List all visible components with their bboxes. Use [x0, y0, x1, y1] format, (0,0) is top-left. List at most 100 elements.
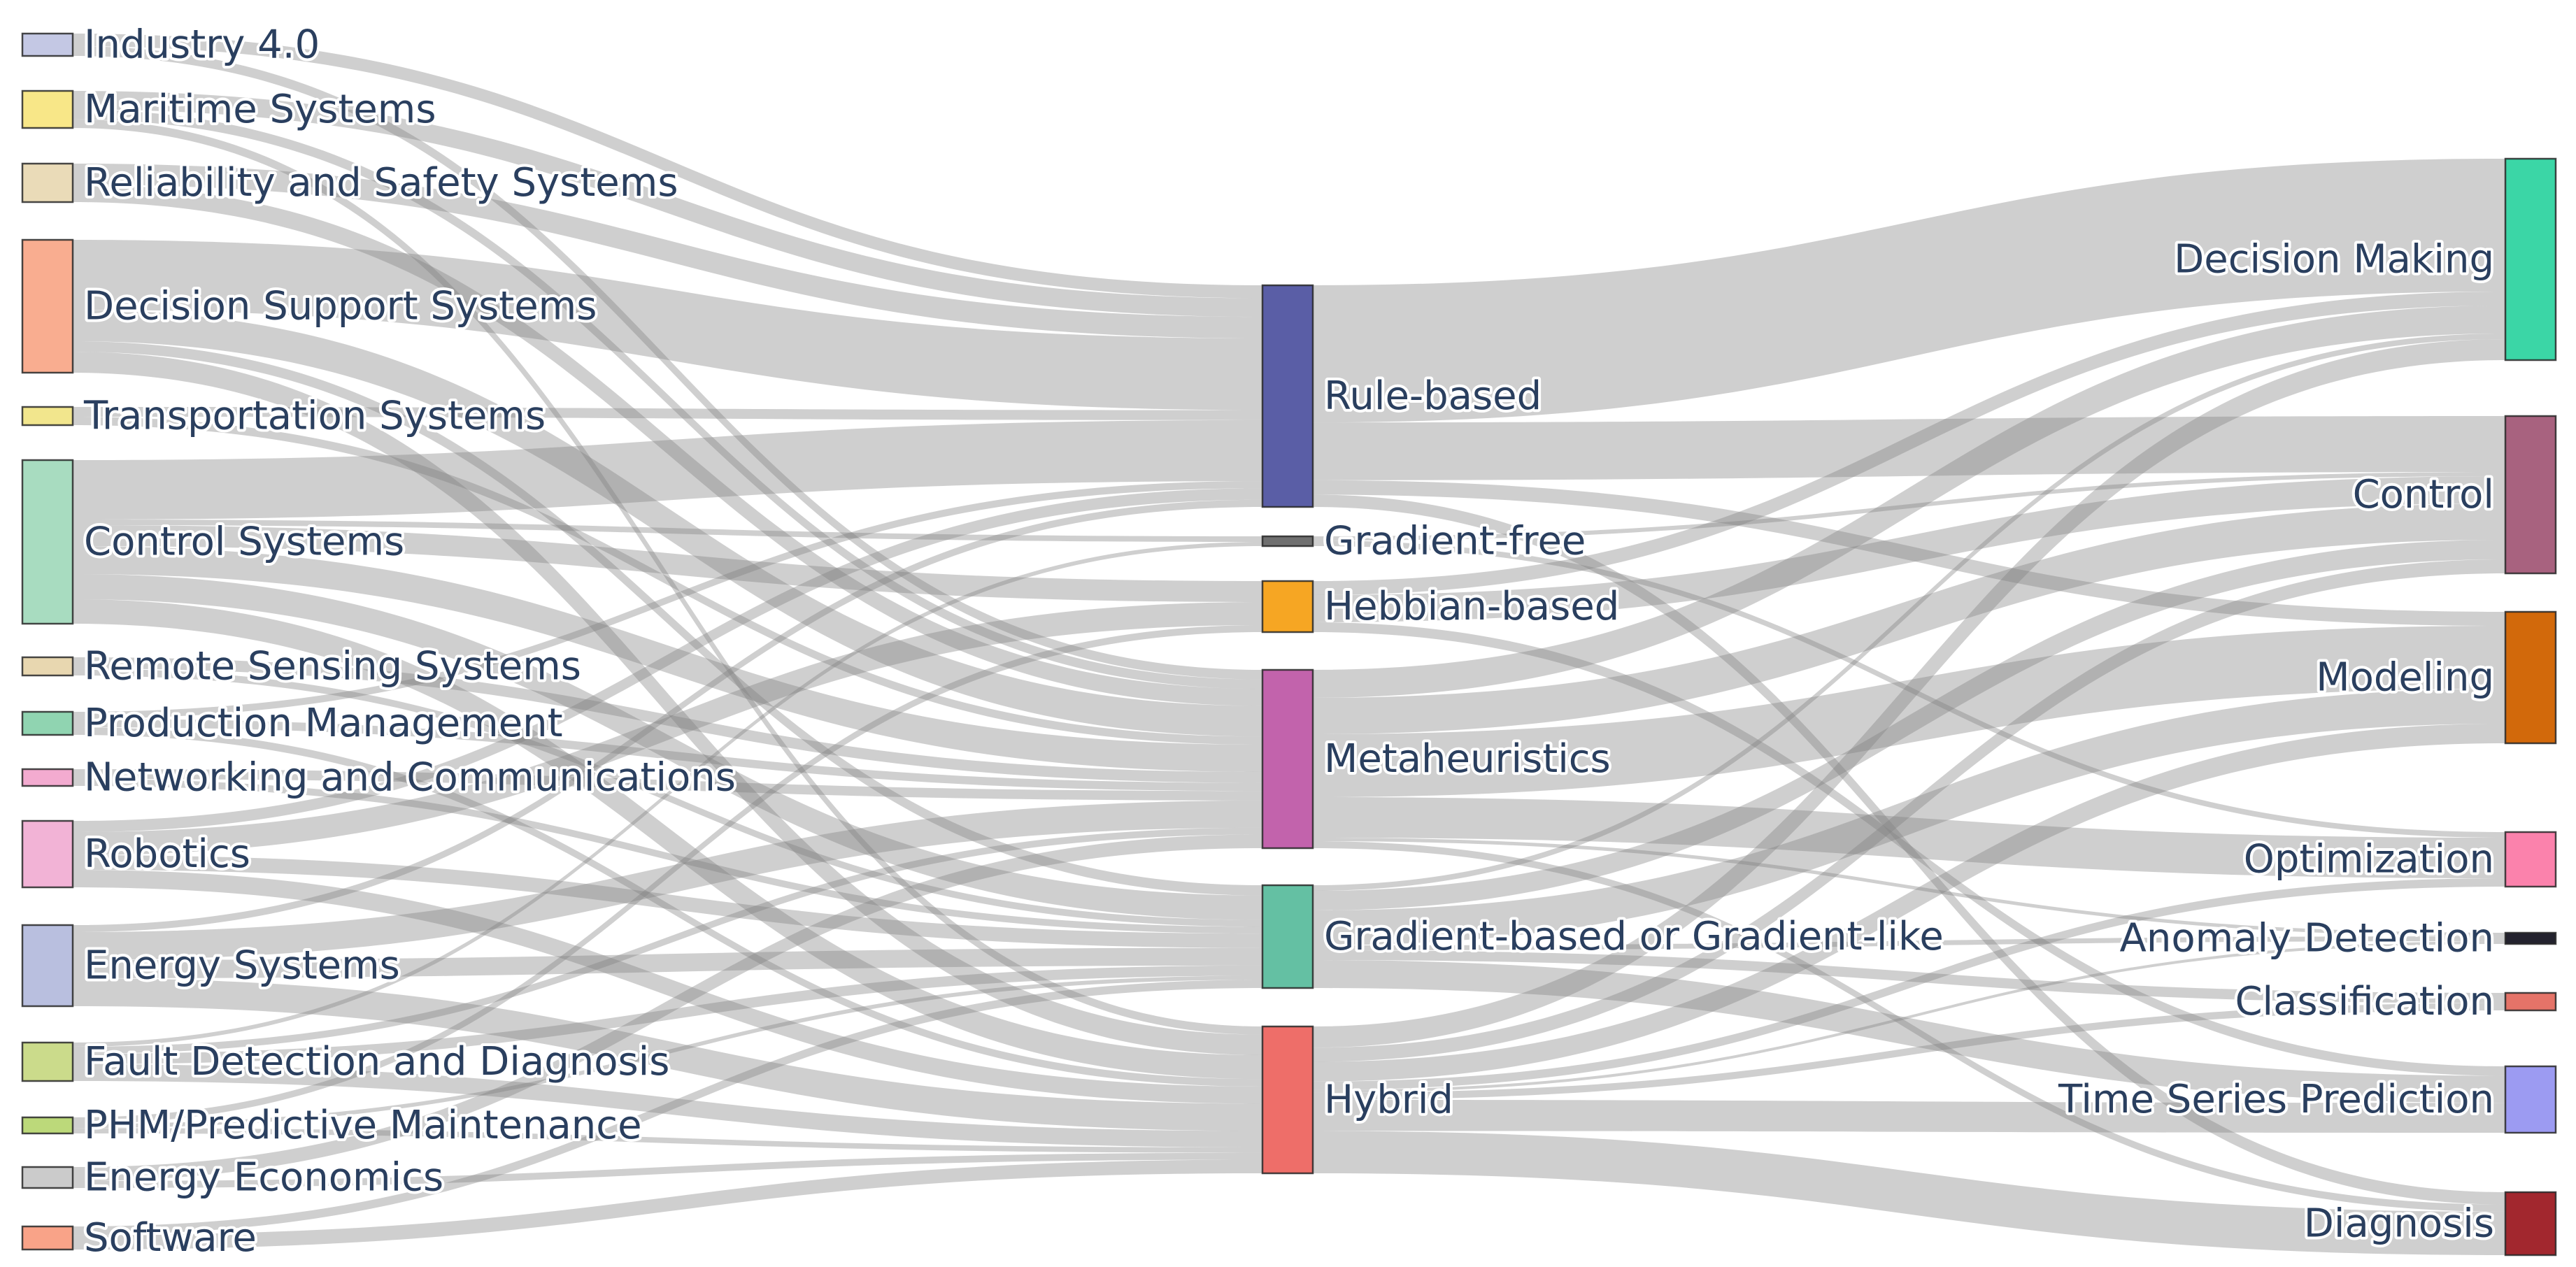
sankey-link-control_sys-hybrid[interactable] — [73, 599, 1262, 1080]
sankey-link-dss-metaheuristics[interactable] — [73, 310, 1262, 737]
sankey-link-gradient_based-anomaly[interactable] — [1313, 936, 2505, 950]
sankey-node-hebbian[interactable] — [1261, 580, 1314, 634]
sankey-node-remote_sensing[interactable] — [21, 656, 74, 677]
sankey-link-industry40-metaheuristics[interactable] — [73, 46, 1262, 680]
sankey-link-transportation-rule_based[interactable] — [73, 407, 1262, 420]
sankey-node-hybrid[interactable] — [1261, 1025, 1314, 1175]
sankey-link-industry40-rule_based[interactable] — [73, 34, 1262, 299]
sankey-link-maritime-metaheuristics[interactable] — [73, 109, 1262, 689]
sankey-node-robotics[interactable] — [21, 819, 74, 889]
sankey-link-robotics-hybrid[interactable] — [73, 870, 1262, 1104]
sankey-link-hybrid-control_task[interactable] — [1313, 559, 2505, 1062]
sankey-link-rule_based-diagnosis[interactable] — [1313, 494, 2505, 1205]
sankey-link-hybrid-anomaly[interactable] — [1313, 941, 2505, 1093]
sankey-link-rule_based-control_task[interactable] — [1313, 416, 2505, 480]
sankey-node-control_sys[interactable] — [21, 459, 74, 625]
sankey-link-rule_based-decision_making[interactable] — [1313, 159, 2505, 423]
sankey-link-reliability-rule_based[interactable] — [73, 164, 1262, 338]
sankey-link-energy_systems-rule_based[interactable] — [73, 499, 1262, 932]
sankey-node-industry40[interactable] — [21, 32, 74, 57]
sankey-link-maritime-hybrid[interactable] — [73, 119, 1262, 1035]
sankey-node-gradient_free[interactable] — [1261, 535, 1314, 547]
sankey-link-energy_systems-gradient_based[interactable] — [73, 947, 1262, 978]
sankey-node-phm[interactable] — [21, 1116, 74, 1135]
sankey-node-networking[interactable] — [21, 768, 74, 787]
sankey-link-dss-gradient_based[interactable] — [73, 341, 1262, 896]
sankey-link-fault_detection-gradient_based[interactable] — [73, 965, 1262, 1064]
sankey-node-maritime[interactable] — [21, 90, 74, 129]
sankey-link-hebbian-decision_making[interactable] — [1313, 292, 2505, 595]
sankey-node-software[interactable] — [21, 1225, 74, 1251]
sankey-link-hybrid-optimization[interactable] — [1313, 878, 2505, 1090]
sankey-link-energy_econ-metaheuristics[interactable] — [73, 834, 1262, 1181]
sankey-node-tsp[interactable] — [2504, 1065, 2557, 1134]
sankey-node-production[interactable] — [21, 710, 74, 736]
sankey-link-remote_sensing-gradient_based[interactable] — [73, 668, 1262, 927]
sankey-link-gradient_free-control_task[interactable] — [1313, 472, 2505, 541]
sankey-node-decision_making[interactable] — [2504, 157, 2557, 362]
sankey-link-energy_econ-hybrid[interactable] — [73, 1152, 1262, 1188]
sankey-link-gradient_based-modeling[interactable] — [1313, 689, 2505, 945]
sankey-link-fault_detection-metaheuristics[interactable] — [73, 827, 1262, 1054]
sankey-node-fault_detection[interactable] — [21, 1041, 74, 1082]
sankey-node-classification[interactable] — [2504, 992, 2557, 1012]
sankey-link-metaheuristics-modeling[interactable] — [1313, 626, 2505, 797]
sankey-node-control_task[interactable] — [2504, 415, 2557, 575]
sankey-node-optimization[interactable] — [2504, 831, 2557, 888]
sankey-link-metaheuristics-diagnosis[interactable] — [1313, 841, 2505, 1212]
sankey-link-transportation-metaheuristics[interactable] — [73, 417, 1262, 745]
sankey-link-control_sys-gradient_free[interactable] — [73, 520, 1262, 542]
sankey-link-phm-hebbian[interactable] — [73, 625, 1262, 1124]
sankey-node-dss[interactable] — [21, 238, 74, 374]
sankey-node-transportation[interactable] — [21, 406, 74, 427]
sankey-link-fault_detection-hybrid[interactable] — [73, 1064, 1262, 1147]
sankey-link-dss-hybrid[interactable] — [73, 352, 1262, 1056]
sankey-link-robotics-hebbian[interactable] — [73, 602, 1262, 855]
sankey-link-hybrid-diagnosis[interactable] — [1313, 1131, 2505, 1255]
sankey-link-control_sys-gradient_based[interactable] — [73, 574, 1262, 920]
sankey-node-anomaly[interactable] — [2504, 931, 2557, 945]
sankey-link-hebbian-tsp[interactable] — [1313, 622, 2505, 1076]
sankey-link-hybrid-tsp[interactable] — [1313, 1100, 2505, 1133]
sankey-link-gradient_based-control_task[interactable] — [1313, 540, 2505, 910]
sankey-link-hybrid-modeling[interactable] — [1313, 724, 2505, 1082]
sankey-link-metaheuristics-decision_making[interactable] — [1313, 306, 2505, 698]
sankey-link-metaheuristics-anomaly[interactable] — [1313, 838, 2505, 936]
sankey-link-production-rule_based[interactable] — [73, 481, 1262, 719]
sankey-link-phm-gradient_based[interactable] — [73, 975, 1262, 1129]
sankey-link-reliability-metaheuristics[interactable] — [73, 185, 1262, 706]
sankey-link-energy_systems-hybrid[interactable] — [73, 978, 1262, 1131]
sankey-node-rule_based[interactable] — [1261, 284, 1314, 508]
sankey-link-production-metaheuristics[interactable] — [73, 719, 1262, 792]
sankey-link-metaheuristics-optimization[interactable] — [1313, 797, 2505, 878]
sankey-link-hybrid-decision_making[interactable] — [1313, 339, 2505, 1048]
sankey-node-metaheuristics[interactable] — [1261, 668, 1314, 850]
sankey-link-software-hybrid[interactable] — [73, 1159, 1262, 1250]
sankey-link-gradient_based-classification[interactable] — [1313, 950, 2505, 1003]
sankey-link-fault_detection-gradient_free[interactable] — [73, 542, 1262, 1047]
sankey-link-control_sys-rule_based[interactable] — [73, 420, 1262, 520]
sankey-link-hybrid-classification[interactable] — [1313, 1003, 2505, 1100]
sankey-link-phm-hybrid[interactable] — [73, 1128, 1262, 1153]
sankey-node-reliability[interactable] — [21, 162, 74, 203]
sankey-node-modeling[interactable] — [2504, 610, 2557, 745]
sankey-link-energy_systems-metaheuristics[interactable] — [73, 800, 1262, 960]
sankey-node-energy_systems[interactable] — [21, 924, 74, 1008]
sankey-node-gradient_based[interactable] — [1261, 884, 1314, 989]
sankey-link-robotics-rule_based[interactable] — [73, 488, 1262, 832]
sankey-link-software-gradient_based[interactable] — [73, 980, 1262, 1236]
sankey-link-networking-metaheuristics[interactable] — [73, 769, 1262, 801]
sankey-link-robotics-gradient_based[interactable] — [73, 855, 1262, 948]
sankey-link-remote_sensing-metaheuristics[interactable] — [73, 657, 1262, 783]
sankey-link-control_sys-metaheuristics[interactable] — [73, 546, 1262, 772]
sankey-link-production-hybrid[interactable] — [73, 727, 1262, 1087]
sankey-link-control_sys-hebbian[interactable] — [73, 525, 1262, 602]
sankey-link-gradient_based-tsp[interactable] — [1313, 960, 2505, 1103]
sankey-link-networking-gradient_based[interactable] — [73, 779, 1262, 934]
sankey-node-diagnosis[interactable] — [2504, 1191, 2557, 1257]
sankey-link-gradient_free-optimization[interactable] — [1313, 541, 2505, 838]
sankey-node-energy_econ[interactable] — [21, 1166, 74, 1189]
sankey-link-hebbian-control_task[interactable] — [1313, 476, 2505, 622]
sankey-link-rule_based-modeling[interactable] — [1313, 480, 2505, 626]
sankey-link-dss-rule_based[interactable] — [73, 240, 1262, 410]
